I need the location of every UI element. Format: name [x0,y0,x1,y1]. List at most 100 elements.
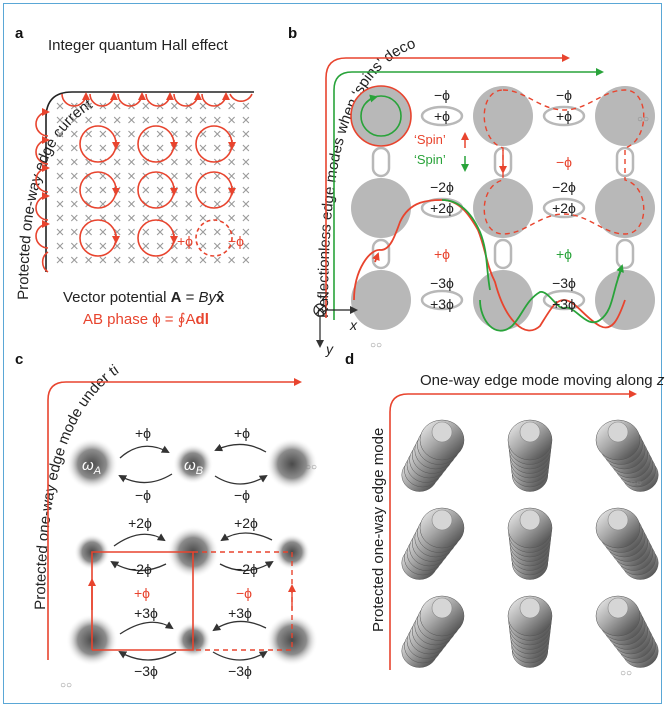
ellipsis-dots: ○○ [637,114,649,125]
lattice-mark [99,130,107,138]
coupler-ring [542,197,586,219]
lattice-mark [99,242,107,250]
phase-label: +ϕ [434,108,450,124]
lattice-mark [70,172,78,180]
panel-b-red-resonator-outline [350,85,412,147]
lattice-mark [199,256,207,264]
lattice-mark [56,242,64,250]
rod-resonator [507,507,553,580]
omega-b: ω [184,457,196,474]
phase-label: −2ϕ [128,561,152,577]
resonator [351,86,411,146]
cell-minus-label: −ϕ [556,154,572,170]
lattice-mark [56,130,64,138]
vp-eq: = [181,289,198,306]
lattice-mark [185,116,193,124]
ellipsis-dots: ○○ [60,680,72,691]
panel-a-ab-phase: AB phase ϕ = ∮Adl [83,311,209,328]
lattice-mark [242,172,250,180]
cyclotron-orbit [195,171,233,209]
panel-a-curved-label-path: Protected one-way edge current [15,95,96,300]
panel-b-green-loop [360,95,402,137]
resonator [266,438,318,490]
phase-label: −3ϕ [228,663,252,679]
lattice-mark [185,172,193,180]
lattice-mark [156,144,164,152]
phase-label: −ϕ [556,87,572,103]
lattice-mark [142,242,150,250]
lattice-mark [85,102,92,110]
lattice-mark [128,130,135,138]
lattice-mark [70,158,78,166]
lattice-mark [128,186,135,194]
resonator [266,614,318,666]
lattice-mark [185,214,193,222]
lattice-mark [185,144,193,152]
rod-resonator [595,507,659,580]
coupler-ring [615,146,635,178]
phase-label: −3ϕ [430,275,454,291]
lattice-mark [99,144,107,152]
panel-b-phase-labels: −ϕ +ϕ −ϕ +ϕ −2ϕ +2ϕ −2ϕ +2ϕ −3ϕ +3ϕ −3ϕ … [430,87,576,312]
lattice-mark [185,130,193,138]
cyclotron-orbit [79,171,117,209]
cyclotron-orbit [137,171,175,209]
lattice-mark [228,102,235,110]
cyclotron-orbit [137,125,175,163]
lattice-mark [156,116,164,124]
lattice-mark [70,256,78,264]
lattice-mark [56,144,64,152]
lattice-mark [242,158,250,166]
lattice-mark [99,116,107,124]
lattice-mark [156,256,164,264]
lattice-mark [213,116,221,124]
lattice-mark [156,130,164,138]
lattice-mark [70,186,78,194]
lattice-mark [142,214,150,222]
lattice-mark [113,172,121,180]
lattice-mark [156,186,164,194]
ab-prefix: AB phase ϕ = ∮A [83,311,196,328]
lattice-mark [242,102,250,110]
lattice-mark [70,116,78,124]
lattice-mark [128,214,135,222]
lattice-mark [213,256,221,264]
panel-b-resonators [351,86,655,330]
lattice-mark [242,144,250,152]
lattice-mark [85,214,92,222]
dashed-orbit [195,219,233,257]
coupler-ring [542,289,586,311]
ab-dl: dl [196,311,209,328]
vp-A: A [171,289,182,306]
panel-a-edge-current [35,92,253,273]
lattice-mark [56,228,64,236]
cell-minus-label: −ϕ [236,585,252,601]
lattice-mark [70,130,78,138]
lattice-mark [199,102,207,110]
lattice-mark [70,228,78,236]
lattice-mark [85,228,92,236]
rod-resonator [595,595,659,668]
lattice-mark [242,242,250,250]
lattice-mark [70,214,78,222]
phase-label: −3ϕ [552,275,576,291]
phase-label: +2ϕ [430,200,454,216]
lattice-mark [142,116,150,124]
phase-label: +3ϕ [430,296,454,312]
phase-label: −3ϕ [134,663,158,679]
lattice-mark [199,144,207,152]
panel-c-coupling-arrows [110,443,274,661]
panel-b-red-edge-arrow [325,54,570,318]
ellipsis-dots: ○○ [305,462,317,473]
lattice-mark [185,158,193,166]
lattice-mark [128,144,135,152]
lattice-mark [142,256,150,264]
lattice-mark [228,256,235,264]
resonator [473,270,533,330]
phase-label: +ϕ [135,425,151,441]
panel-b-green-path-upper [441,199,491,291]
lattice-mark [128,172,135,180]
panel-c-edge-arrow [47,378,302,660]
lattice-mark [213,228,221,236]
